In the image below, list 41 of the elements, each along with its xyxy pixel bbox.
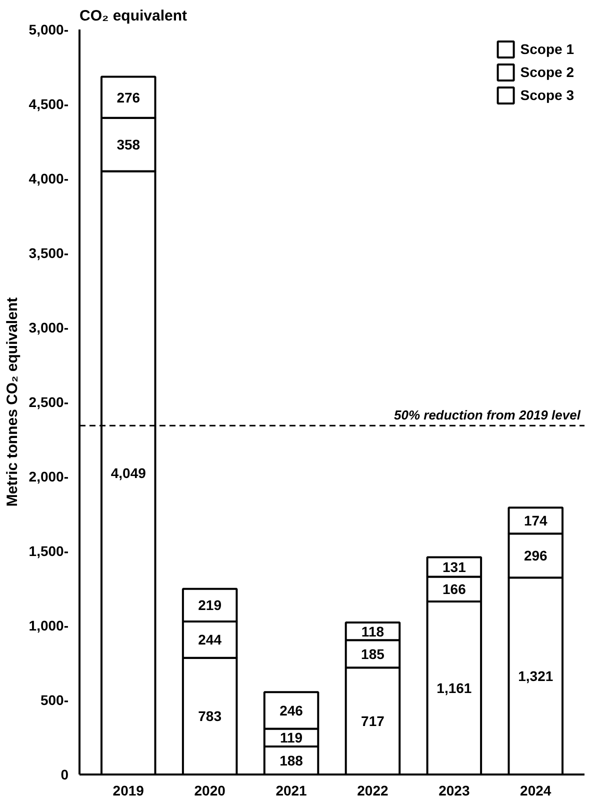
- x-tick-label: 2022: [357, 782, 389, 798]
- x-tick-label: 2019: [112, 782, 144, 798]
- data-label: 244: [198, 632, 222, 648]
- y-tick-label: 0: [60, 766, 69, 782]
- data-label: 166: [442, 581, 466, 598]
- data-label: 119: [280, 730, 303, 746]
- data-label: 246: [280, 702, 304, 718]
- chart-title: CO₂ equivalent: [80, 8, 188, 24]
- ref-line-label: 50% reduction from 2019 level: [394, 408, 581, 423]
- data-label: 118: [361, 623, 384, 640]
- legend-label: Scope 2: [520, 64, 574, 80]
- y-tick-label: 4,500-: [28, 96, 69, 112]
- data-label: 1,161: [436, 680, 472, 696]
- data-label: 4,049: [110, 464, 146, 481]
- y-tick-label: 1,500-: [28, 543, 69, 559]
- y-tick-label: 5,000-: [28, 22, 69, 38]
- legend-label: Scope 1: [520, 41, 574, 57]
- data-label: 219: [198, 597, 222, 614]
- data-label: 296: [524, 548, 548, 564]
- y-tick-label: 1,000-: [28, 618, 69, 634]
- data-label: 188: [280, 752, 304, 768]
- y-axis-title: Metric tonnes CO₂ equivalent: [4, 297, 21, 507]
- data-label: 174: [524, 512, 548, 529]
- y-tick-label: 2,500-: [28, 394, 69, 410]
- y-tick-label: 500-: [40, 692, 69, 708]
- data-label: 1,321: [518, 668, 554, 684]
- data-label: 717: [361, 713, 385, 730]
- x-tick-label: 2020: [194, 782, 226, 798]
- data-label: 358: [116, 136, 140, 153]
- data-label: 276: [116, 89, 140, 106]
- data-label: 185: [361, 646, 385, 662]
- y-tick-label: 3,000-: [28, 320, 69, 336]
- x-tick-label: 2023: [438, 782, 470, 798]
- x-tick-label: 2021: [276, 782, 308, 798]
- legend-label: Scope 3: [520, 87, 574, 103]
- y-tick-label: 2,000-: [28, 468, 69, 484]
- x-tick-label: 2024: [520, 782, 552, 798]
- y-tick-label: 4,000-: [28, 170, 69, 186]
- data-label: 131: [442, 559, 466, 576]
- y-tick-label: 3,500-: [28, 245, 69, 261]
- data-label: 783: [198, 708, 222, 724]
